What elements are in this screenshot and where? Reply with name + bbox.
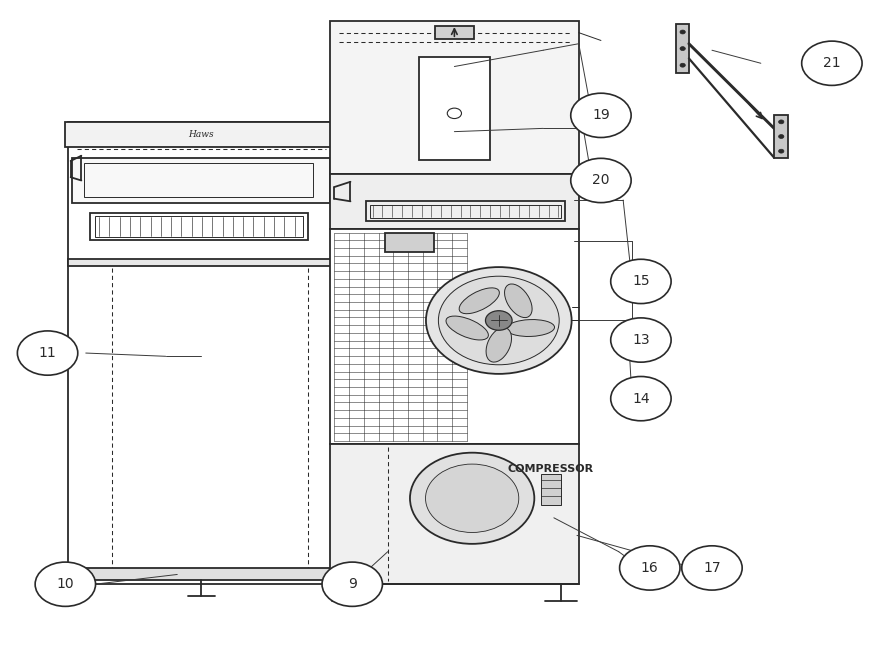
Text: 9: 9	[347, 577, 356, 591]
Text: 13: 13	[632, 333, 650, 347]
Ellipse shape	[506, 320, 554, 336]
Circle shape	[802, 41, 862, 86]
Bar	[68, 258, 334, 266]
Text: 11: 11	[38, 346, 56, 360]
Text: 19: 19	[592, 109, 609, 122]
Bar	[90, 213, 307, 241]
Bar	[365, 201, 566, 221]
Bar	[72, 158, 330, 203]
Circle shape	[610, 259, 671, 303]
Bar	[774, 115, 789, 158]
Circle shape	[779, 135, 784, 139]
Ellipse shape	[504, 284, 532, 318]
Bar	[330, 444, 579, 584]
Circle shape	[619, 546, 680, 590]
Bar	[330, 21, 579, 174]
Text: 15: 15	[632, 275, 650, 288]
Text: 10: 10	[56, 577, 74, 591]
Bar	[65, 122, 337, 146]
Circle shape	[426, 464, 519, 532]
Bar	[68, 122, 334, 584]
Text: 21: 21	[823, 56, 841, 70]
Bar	[385, 233, 434, 252]
Ellipse shape	[446, 316, 488, 340]
Circle shape	[322, 562, 382, 606]
Bar	[542, 473, 561, 505]
Circle shape	[426, 267, 572, 374]
Circle shape	[35, 562, 95, 606]
Text: Haws: Haws	[188, 129, 214, 139]
Circle shape	[682, 546, 742, 590]
Circle shape	[571, 94, 631, 137]
Bar	[69, 568, 332, 579]
Circle shape	[680, 63, 685, 67]
Text: 16: 16	[641, 561, 658, 575]
Bar	[84, 163, 313, 197]
Bar	[435, 26, 474, 39]
Circle shape	[680, 46, 685, 50]
Text: HAWS
BUILDING
PRODUCTS: HAWS BUILDING PRODUCTS	[219, 292, 405, 388]
Ellipse shape	[486, 328, 511, 362]
Bar	[94, 216, 303, 237]
Text: COMPRESSOR: COMPRESSOR	[507, 464, 593, 474]
Text: 14: 14	[632, 392, 650, 405]
Circle shape	[779, 149, 784, 153]
Circle shape	[438, 276, 560, 365]
Bar	[330, 174, 579, 230]
Circle shape	[680, 30, 685, 34]
Circle shape	[410, 453, 535, 544]
Circle shape	[447, 108, 462, 118]
Text: 20: 20	[593, 173, 609, 188]
Text: 17: 17	[703, 561, 721, 575]
Bar	[419, 57, 490, 160]
Bar	[676, 24, 689, 73]
Circle shape	[610, 318, 671, 362]
Circle shape	[18, 331, 78, 375]
Circle shape	[610, 377, 671, 421]
Circle shape	[571, 158, 631, 203]
Ellipse shape	[459, 288, 499, 314]
Bar	[370, 205, 561, 218]
Circle shape	[779, 120, 784, 124]
Circle shape	[486, 311, 512, 330]
Bar	[330, 230, 579, 444]
